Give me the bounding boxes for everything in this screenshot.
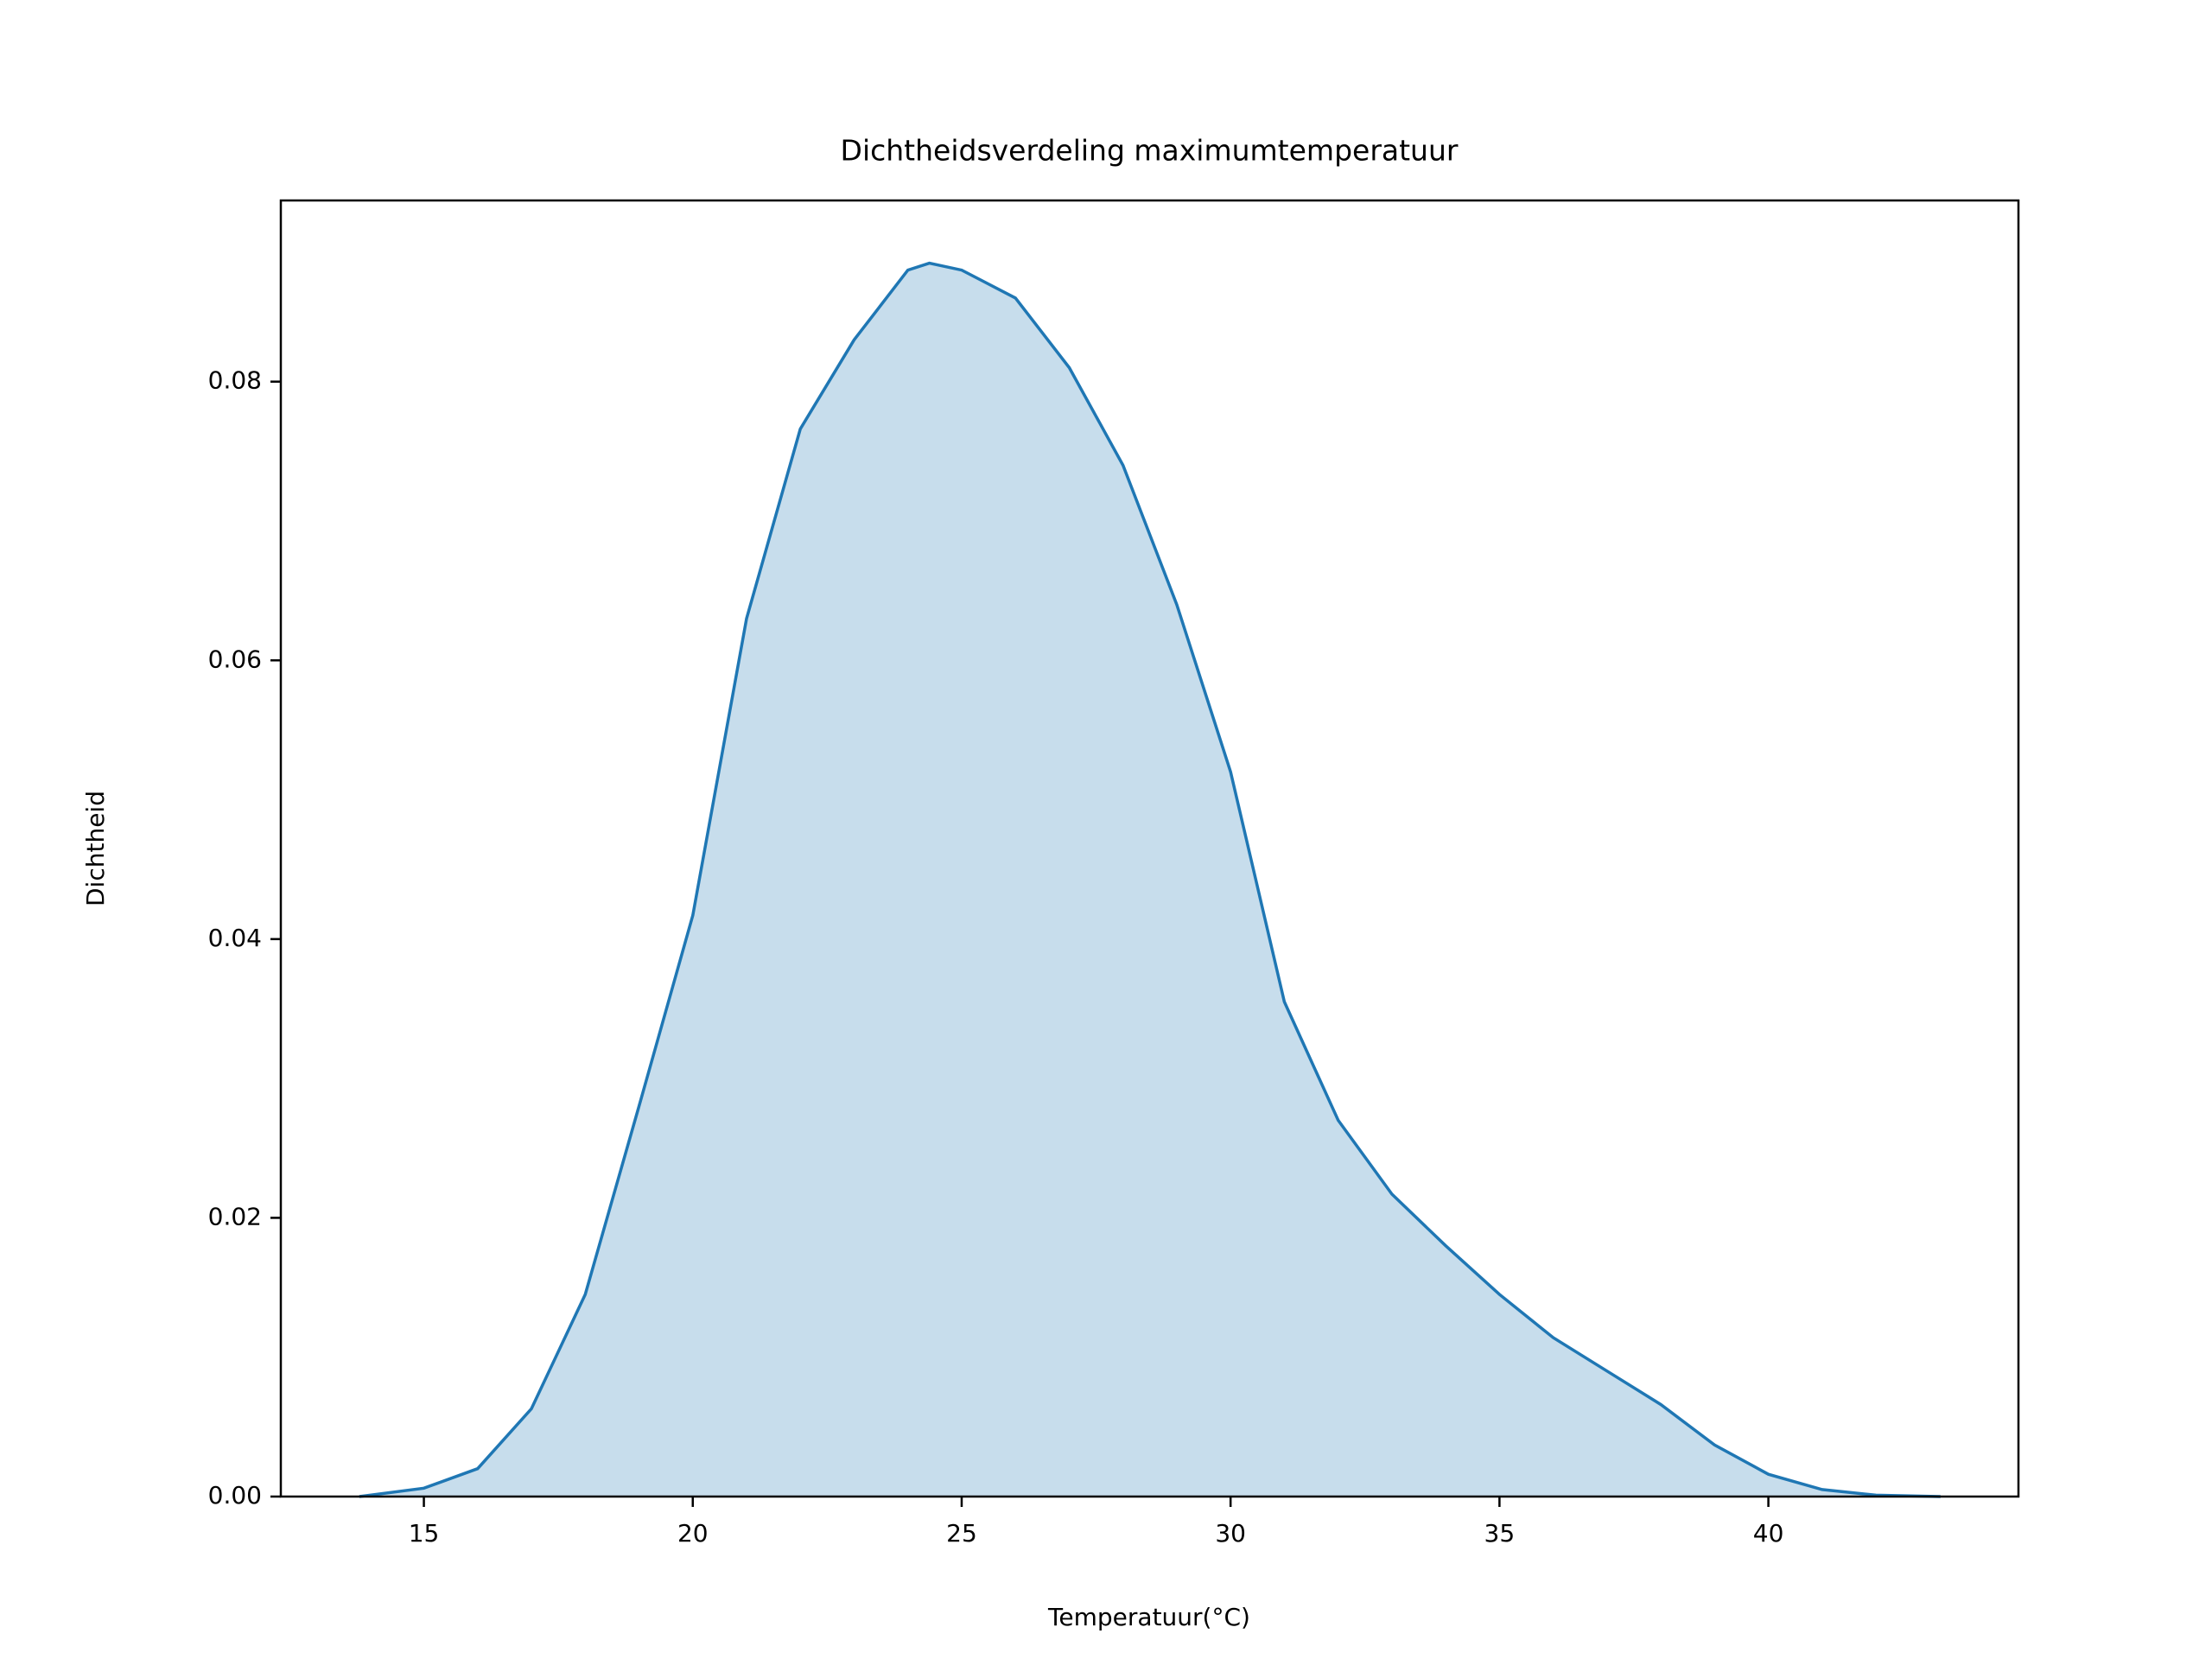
area-line: [359, 261, 1941, 1498]
y-tick-label: 0.08: [208, 366, 262, 395]
x-axis-label: Temperatuur(°C): [1047, 1603, 1250, 1631]
y-axis-label: Dichtheid: [81, 791, 110, 906]
x-tick-label: 35: [1484, 1519, 1516, 1548]
y-tick-label: 0.02: [208, 1202, 262, 1230]
chart-title: Dichtheidsverdeling maximumtemperatuur: [841, 134, 1459, 168]
y-tick-label: 0.00: [208, 1481, 262, 1510]
y-tick-label: 0.04: [208, 924, 262, 952]
x-tick-label: 25: [946, 1519, 977, 1548]
x-tick-label: 15: [409, 1519, 440, 1548]
x-tick-label: 30: [1215, 1519, 1246, 1548]
x-tick-label: 20: [677, 1519, 709, 1548]
y-tick-label: 0.06: [208, 645, 262, 673]
x-tick-label: 40: [1753, 1519, 1784, 1548]
area-fill: [359, 263, 1941, 1497]
plot-frame: [279, 199, 2020, 1498]
